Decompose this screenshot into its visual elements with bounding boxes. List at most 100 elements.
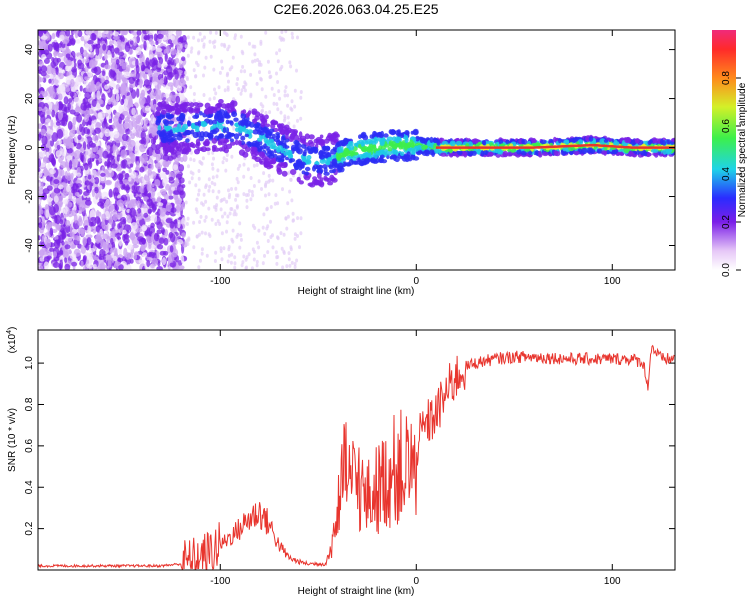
spectrogram-cell — [223, 88, 227, 93]
spectrogram-cell — [204, 231, 207, 236]
spectrogram-cell — [225, 229, 228, 234]
colorbar-tick-label: 0.6 — [721, 119, 732, 133]
spectrogram-cell — [379, 140, 385, 146]
spectrogram-cell — [177, 265, 185, 270]
spectrogram-cell — [183, 102, 188, 109]
spectrogram-cell — [246, 167, 250, 172]
spectrogram-cell — [122, 179, 130, 185]
spectrogram-cell — [407, 142, 412, 148]
spectrogram-cell — [120, 149, 128, 159]
spectrogram-cell — [87, 124, 91, 130]
spectrogram-cell — [169, 245, 174, 253]
spectrogram-y-tick-label: -40 — [24, 238, 35, 253]
spectrogram-cell — [156, 115, 162, 123]
spectrogram-cell — [200, 251, 204, 256]
spectrogram-cell — [79, 123, 83, 133]
spectrogram-y-axis-title: Frequency (Hz) — [7, 116, 18, 185]
spectrogram-cell — [671, 138, 675, 143]
spectrogram-cell — [121, 141, 126, 146]
spectrogram-cell — [149, 91, 156, 100]
spectrogram-cell — [495, 148, 501, 154]
spectrogram-cell — [116, 93, 120, 102]
spectrogram-cell — [63, 96, 69, 105]
spectrogram-cell — [72, 158, 79, 166]
spectrogram-cell — [249, 176, 253, 180]
spectrogram-cell — [341, 140, 346, 146]
spectrogram-cell — [245, 265, 248, 270]
spectrogram-cell — [58, 139, 62, 145]
spectrogram-cell — [168, 57, 172, 63]
spectrogram-cell — [85, 149, 91, 159]
spectrogram-cell — [65, 220, 71, 227]
spectrogram-cell — [100, 77, 105, 83]
spectrogram-cell — [155, 89, 162, 97]
spectrogram-cell — [258, 151, 265, 157]
spectrogram-cell — [73, 62, 77, 68]
spectrogram-cell — [341, 152, 347, 158]
spectrogram-cell — [102, 43, 107, 51]
spectrogram-cell — [111, 247, 118, 253]
spectrogram-cell — [108, 188, 113, 198]
spectrogram-cell — [233, 265, 237, 270]
spectrogram-cell — [270, 86, 274, 91]
spectrogram-cell — [216, 219, 220, 224]
spectrogram-cell — [101, 233, 109, 240]
spectrogram-cell — [162, 30, 169, 35]
spectrogram-cell — [419, 136, 425, 142]
spectrogram-cell — [162, 167, 168, 173]
spectrogram-cell — [77, 134, 82, 140]
spectrogram-cell — [286, 93, 290, 98]
spectrogram-cell — [186, 53, 190, 58]
spectrogram-cell — [55, 66, 59, 76]
spectrogram-cell — [85, 242, 90, 251]
spectrogram-cell — [214, 250, 218, 255]
spectrogram-cell — [72, 30, 79, 35]
spectrogram-cell — [73, 149, 81, 160]
spectrogram-cell — [51, 191, 56, 199]
spectrogram-cell — [292, 124, 296, 129]
spectrogram-cell — [156, 244, 164, 250]
spectrogram-cell — [102, 150, 109, 159]
snr-x-tick-label: -100 — [210, 576, 230, 587]
spectrogram-cell — [134, 145, 140, 152]
spectrogram-cell — [40, 71, 47, 77]
spectrogram-cell — [219, 198, 223, 203]
spectrogram-cell — [271, 159, 276, 165]
spectrogram-cell — [274, 193, 278, 198]
snr-y-axis-title: SNR (10 * v/v) — [7, 408, 18, 472]
spectrogram-cell — [296, 118, 299, 123]
spectrogram-cell — [237, 140, 242, 146]
spectrogram-cell — [296, 216, 300, 221]
spectrogram-cell — [115, 72, 121, 83]
spectrogram-cell — [223, 147, 229, 154]
spectrogram-cell — [230, 187, 233, 191]
spectrogram-cell — [202, 192, 206, 197]
spectrogram-cell — [54, 215, 58, 224]
spectrogram-cell — [121, 62, 127, 70]
spectrogram-cell — [253, 52, 257, 57]
spectrogram-cell — [360, 134, 367, 139]
spectrogram-cell — [113, 35, 120, 41]
spectrogram-cell — [82, 236, 88, 246]
spectrogram-cell — [61, 148, 66, 156]
spectrogram-cell — [275, 71, 278, 76]
spectrogram-cell — [162, 63, 168, 68]
spectrogram-cell — [259, 113, 263, 118]
spectrogram-cell — [259, 41, 263, 46]
spectrogram-cell — [50, 157, 56, 165]
spectrogram-cell — [41, 135, 48, 146]
spectrogram-cell — [587, 147, 592, 154]
spectrogram-cell — [225, 119, 230, 125]
spectrogram-cell — [43, 58, 50, 64]
spectrogram-cell — [155, 67, 162, 73]
spectrogram-cell — [163, 70, 169, 76]
spectrogram-cell — [53, 261, 60, 269]
spectrogram-cell — [280, 161, 286, 166]
spectrogram-cell — [43, 256, 51, 263]
spectrogram-cell — [282, 232, 286, 237]
spectrogram-cell — [165, 45, 170, 54]
spectrogram-cell — [66, 155, 73, 161]
spectrogram-cell — [225, 33, 229, 37]
spectrogram-cell — [142, 125, 147, 130]
spectrogram-cell — [111, 99, 118, 106]
